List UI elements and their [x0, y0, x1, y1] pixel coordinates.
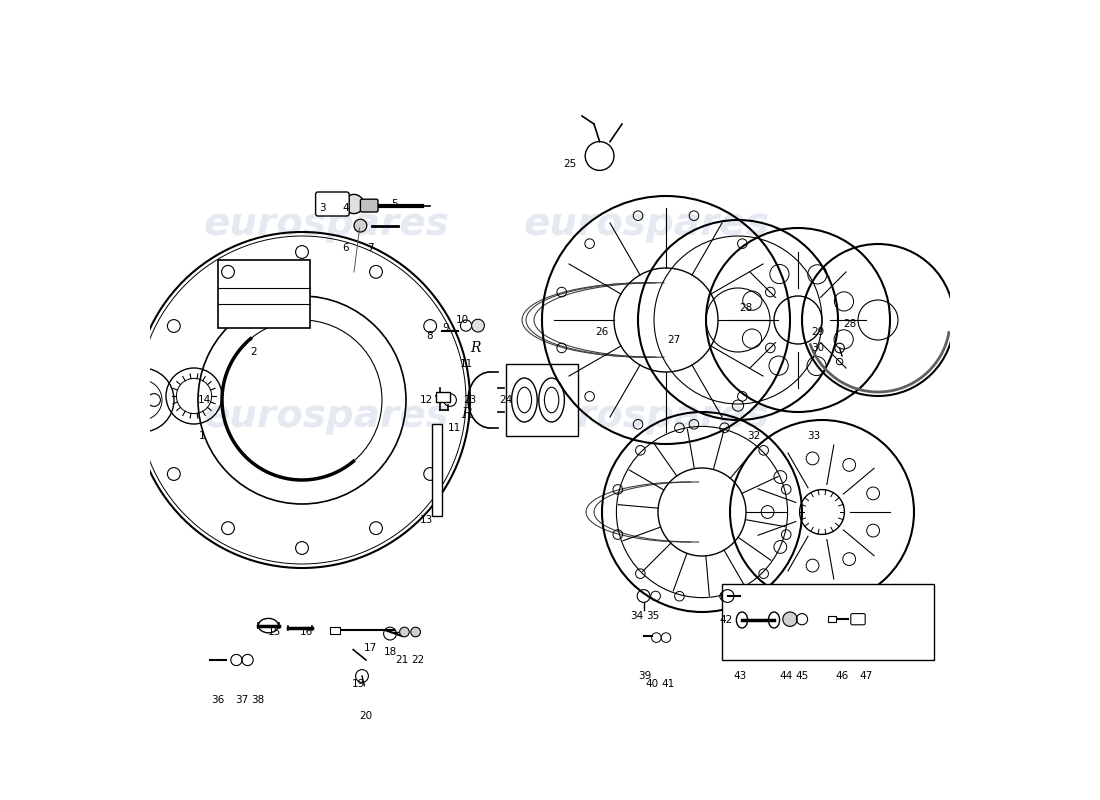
Circle shape — [399, 627, 409, 637]
Bar — [722, 584, 934, 660]
Text: eurospares: eurospares — [524, 205, 769, 243]
Text: 21: 21 — [395, 655, 408, 665]
Text: 44: 44 — [780, 671, 793, 681]
Text: 3: 3 — [319, 203, 326, 213]
Text: 28: 28 — [844, 319, 857, 329]
Bar — [432, 424, 442, 516]
Text: 22: 22 — [411, 655, 425, 665]
Bar — [436, 392, 450, 402]
Text: 30: 30 — [812, 343, 825, 353]
Text: 12: 12 — [419, 395, 432, 405]
Text: 26: 26 — [595, 327, 608, 337]
Text: 40: 40 — [646, 679, 659, 689]
Text: 24: 24 — [499, 395, 513, 405]
Text: 17: 17 — [363, 643, 376, 653]
Text: 19: 19 — [351, 679, 364, 689]
Text: 46: 46 — [835, 671, 848, 681]
Bar — [828, 616, 836, 622]
Text: 11: 11 — [460, 359, 473, 369]
Text: 10: 10 — [455, 315, 469, 325]
Text: 20: 20 — [360, 711, 373, 721]
Text: 42: 42 — [719, 615, 733, 625]
Text: 45: 45 — [795, 671, 808, 681]
Text: 6: 6 — [343, 243, 350, 253]
Text: eurospares: eurospares — [524, 397, 769, 435]
Text: 5: 5 — [390, 199, 397, 209]
Text: 32: 32 — [747, 431, 760, 441]
Text: eurospares: eurospares — [204, 205, 449, 243]
Ellipse shape — [258, 618, 278, 633]
Text: 37: 37 — [235, 695, 249, 705]
Circle shape — [783, 612, 798, 626]
FancyBboxPatch shape — [361, 199, 378, 212]
Text: 34: 34 — [630, 611, 644, 621]
Circle shape — [344, 194, 364, 214]
Text: R: R — [471, 341, 481, 355]
Circle shape — [410, 627, 420, 637]
Text: R: R — [461, 407, 471, 422]
Text: 27: 27 — [668, 335, 681, 345]
Text: 7: 7 — [366, 243, 373, 253]
Text: 38: 38 — [252, 695, 265, 705]
FancyBboxPatch shape — [850, 614, 866, 625]
Text: 33: 33 — [807, 431, 821, 441]
Text: 41: 41 — [662, 679, 675, 689]
Text: 2: 2 — [251, 347, 257, 357]
Text: 15: 15 — [267, 627, 280, 637]
Bar — [330, 627, 340, 634]
Text: 11: 11 — [448, 423, 461, 433]
Text: 36: 36 — [211, 695, 224, 705]
Text: 14: 14 — [198, 395, 211, 405]
Text: 25: 25 — [563, 159, 576, 169]
Text: 43: 43 — [734, 671, 747, 681]
Text: 8: 8 — [427, 331, 433, 341]
Text: 1: 1 — [199, 431, 206, 441]
Text: 23: 23 — [463, 395, 476, 405]
Text: 18: 18 — [384, 647, 397, 657]
Text: 35: 35 — [646, 611, 659, 621]
Text: 13: 13 — [419, 515, 432, 525]
Bar — [218, 260, 310, 328]
Bar — [506, 364, 578, 436]
Text: eurospares: eurospares — [204, 397, 449, 435]
Text: 28: 28 — [739, 303, 752, 313]
Text: 4: 4 — [343, 203, 350, 213]
Text: 16: 16 — [299, 627, 312, 637]
Text: 39: 39 — [638, 671, 651, 681]
Text: 29: 29 — [812, 327, 825, 337]
Circle shape — [354, 219, 366, 232]
Text: 9: 9 — [442, 323, 449, 333]
Circle shape — [472, 319, 484, 332]
Text: 47: 47 — [859, 671, 872, 681]
FancyBboxPatch shape — [316, 192, 349, 216]
